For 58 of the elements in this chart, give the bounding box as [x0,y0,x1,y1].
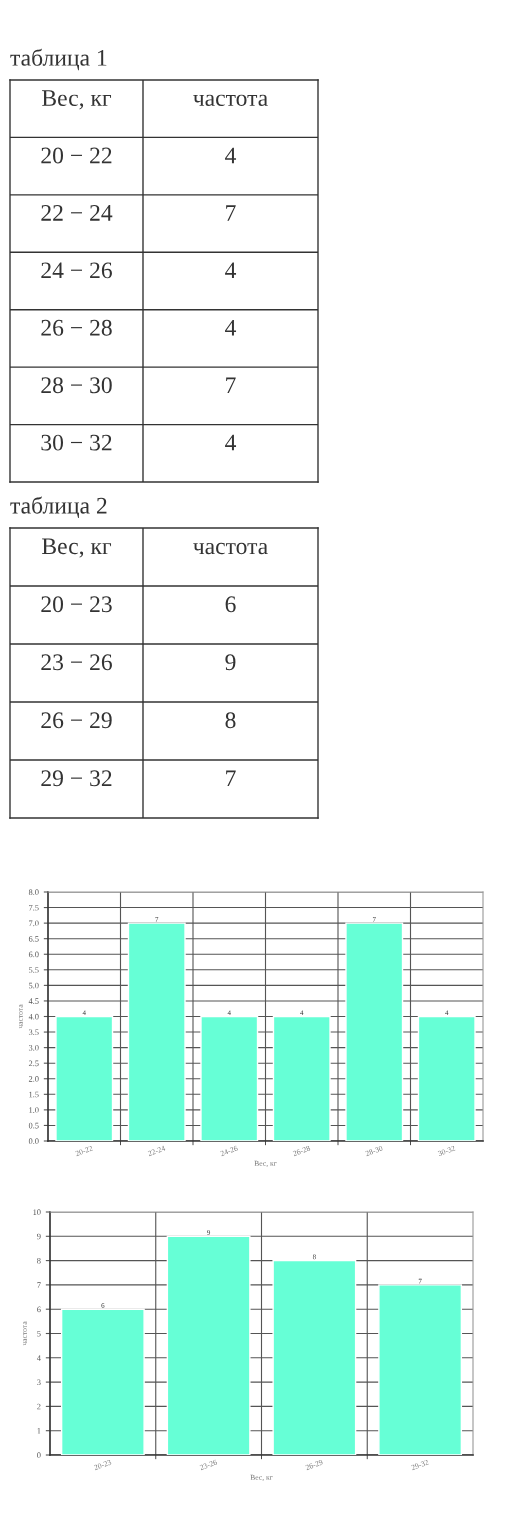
y-tick-label: 7 [37,1282,41,1288]
y-tick-label: 3.5 [28,1029,39,1036]
text: 23 − 26 [41,654,112,671]
y-tick-label: 1 [37,1428,41,1434]
text: 24 − 26 [41,262,112,279]
text: 8 [225,712,236,729]
bar [60,1308,145,1455]
bar [378,1284,463,1455]
text: 4 [225,262,237,279]
text: таблица 1 [10,48,107,71]
text: 7 [226,205,236,221]
text: 30 − 32 [41,434,112,451]
y-tick-label: 10 [33,1209,41,1215]
y-tick-label: 3 [37,1379,41,1386]
text: 7 [226,770,236,786]
y-tick-label: 2.0 [28,1076,39,1082]
y-tick-label: 8.0 [28,889,39,896]
y-tick-label: 5.0 [29,982,39,989]
text: 4 [225,147,237,164]
y-tick-label: 8 [37,1257,41,1264]
bar [166,1235,251,1455]
text: 6 [225,596,236,613]
text: 26 − 28 [41,319,112,336]
y-tick-label: 0 [37,1452,41,1458]
text: частота [193,542,268,555]
text: 20 − 23 [41,596,112,613]
y-tick-label: 6.0 [28,951,39,958]
y-tick-label: 1.5 [29,1091,39,1098]
y-tick-label: 0.0 [28,1138,39,1145]
text: 29 − 32 [41,770,112,787]
y-tick-label: 5.5 [29,967,39,973]
text: 28 − 30 [41,377,112,394]
y-tick-label: 4.5 [28,998,39,1004]
text: 26 − 29 [41,712,112,729]
text: 22 − 24 [41,205,113,221]
text: 9 [225,654,236,671]
text: Вес, кг [42,90,112,110]
y-tick-label: 9 [37,1233,41,1240]
y-tick-label: 1.0 [29,1107,39,1113]
text: 7 [226,377,236,393]
y-tick-label: 7.0 [29,920,39,927]
y-tick-label: 2.5 [28,1060,39,1067]
y-tick-label: 5 [37,1330,41,1337]
bar [272,1259,357,1455]
y-tick-label: 3.0 [28,1044,39,1051]
y-tick-label: 0.5 [28,1122,39,1129]
text: таблица 2 [10,496,107,518]
y-tick-label: 4.0 [28,1013,39,1020]
y-tick-label: 2 [37,1403,41,1410]
text: Вес, кг [42,538,112,558]
y-tick-label: 7.5 [29,905,39,911]
text: 4 [225,319,237,336]
text: частота [193,94,268,107]
text: 20 − 22 [41,147,112,164]
text: 4 [225,434,237,451]
y-tick-label: 6.5 [28,936,39,942]
y-tick-label: 6 [37,1306,41,1313]
y-tick-label: 4 [36,1355,41,1361]
